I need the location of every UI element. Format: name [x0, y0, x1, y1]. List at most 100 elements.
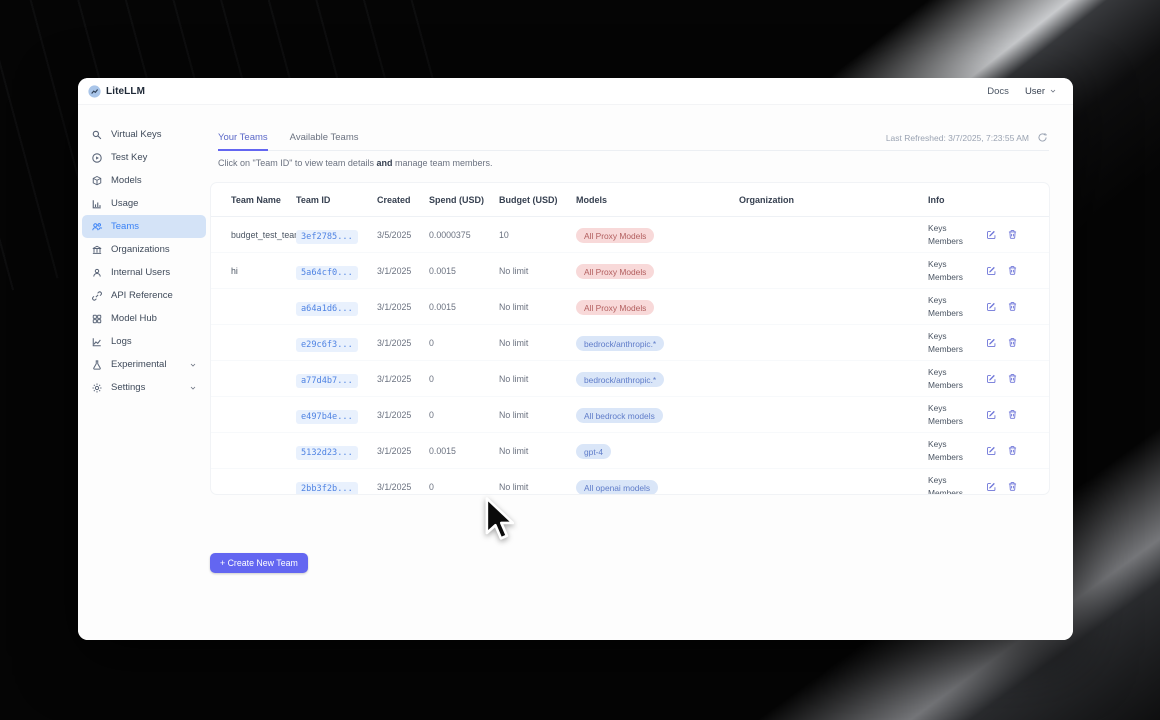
team-id-link[interactable]: e497b4e...: [296, 409, 358, 424]
docs-link[interactable]: Docs: [987, 85, 1009, 97]
info-cell: Keys Members: [928, 222, 986, 246]
info-cell: Keys Members: [928, 366, 986, 390]
spend-cell: 0: [429, 481, 434, 492]
edit-icon[interactable]: [986, 373, 997, 384]
model-badge: All openai models: [576, 480, 659, 494]
table-row: a77d4b7... 3/1/2025 0 No limit bedrock/a…: [211, 361, 1049, 397]
tab-available-teams[interactable]: Available Teams: [289, 132, 359, 143]
column-header: Created: [377, 194, 411, 205]
model-badge: bedrock/anthropic.*: [576, 336, 665, 351]
spend-cell: 0.0015: [429, 445, 456, 456]
create-new-team-button[interactable]: + Create New Team: [210, 553, 308, 573]
team-id-link[interactable]: e29c6f3...: [296, 337, 358, 352]
models-cell: bedrock/anthropic.*: [576, 370, 739, 388]
spend-cell: 0: [429, 337, 434, 348]
gear-icon: [91, 382, 103, 394]
sidebar-item-teams[interactable]: Teams: [82, 215, 206, 238]
column-header: Spend (USD): [429, 194, 484, 205]
team-id-link[interactable]: 2bb3f2b...: [296, 481, 358, 494]
spend-cell: 0: [429, 409, 434, 420]
teams-table-card: Team Name Team ID Created Spend (USD) Bu…: [210, 182, 1050, 495]
team-id-cell: a77d4b7...: [296, 370, 377, 388]
delete-icon[interactable]: [1007, 229, 1018, 240]
refresh-icon[interactable]: [1036, 131, 1049, 144]
sidebar-item-model-hub[interactable]: Model Hub: [82, 307, 206, 330]
sidebar-item-internal-users[interactable]: Internal Users: [82, 261, 206, 284]
model-badge: All Proxy Models: [576, 228, 655, 243]
sidebar-item-label: Teams: [111, 221, 139, 232]
keys-label: Keys: [928, 223, 947, 234]
table-header-row: Team Name Team ID Created Spend (USD) Bu…: [211, 183, 1049, 217]
sidebar-item-models[interactable]: Models: [82, 169, 206, 192]
created-cell: 3/1/2025: [377, 373, 412, 384]
bar-chart-icon: [91, 198, 103, 210]
sidebar-item-settings[interactable]: Settings: [82, 376, 206, 399]
members-label: Members: [928, 487, 963, 495]
page-subtitle: Click on "Team ID" to view team details …: [218, 158, 1073, 168]
created-cell: 3/1/2025: [377, 301, 412, 312]
edit-icon[interactable]: [986, 301, 997, 312]
edit-icon[interactable]: [986, 265, 997, 276]
edit-icon[interactable]: [986, 481, 997, 492]
delete-icon[interactable]: [1007, 301, 1018, 312]
info-cell: Keys Members: [928, 330, 986, 354]
sidebar: Virtual Keys Test Key Models Usage Teams…: [78, 105, 210, 640]
delete-icon[interactable]: [1007, 373, 1018, 384]
column-header: Budget (USD): [499, 194, 558, 205]
delete-icon[interactable]: [1007, 337, 1018, 348]
team-id-cell: 2bb3f2b...: [296, 478, 377, 494]
budget-cell: 10: [499, 229, 509, 240]
members-label: Members: [928, 307, 963, 318]
subtitle-bold: and: [376, 158, 393, 168]
edit-icon[interactable]: [986, 337, 997, 348]
sidebar-item-label: API Reference: [111, 290, 173, 301]
team-id-link[interactable]: 5132d23...: [296, 445, 358, 460]
budget-cell: No limit: [499, 481, 529, 492]
team-id-link[interactable]: 3ef2785...: [296, 229, 358, 244]
team-id-link[interactable]: a64a1d6...: [296, 301, 358, 316]
sidebar-item-label: Internal Users: [111, 267, 171, 278]
model-badge: All bedrock models: [576, 408, 663, 423]
team-name-cell: budget_test_team: [231, 229, 302, 240]
user-menu[interactable]: User: [1025, 86, 1057, 97]
spend-cell: 0: [429, 373, 434, 384]
sidebar-item-api-reference[interactable]: API Reference: [82, 284, 206, 307]
team-id-link[interactable]: a77d4b7...: [296, 373, 358, 388]
delete-icon[interactable]: [1007, 409, 1018, 420]
sidebar-item-label: Organizations: [111, 244, 170, 255]
budget-cell: No limit: [499, 301, 529, 312]
budget-cell: No limit: [499, 373, 529, 384]
created-cell: 3/1/2025: [377, 265, 412, 276]
sidebar-item-usage[interactable]: Usage: [82, 192, 206, 215]
team-id-link[interactable]: 5a64cf0...: [296, 265, 358, 280]
grid-icon: [91, 313, 103, 325]
delete-icon[interactable]: [1007, 265, 1018, 276]
column-header: Models: [576, 194, 608, 205]
keys-label: Keys: [928, 403, 947, 414]
team-id-cell: a64a1d6...: [296, 298, 377, 316]
sidebar-item-virtual-keys[interactable]: Virtual Keys: [82, 123, 206, 146]
sidebar-item-logs[interactable]: Logs: [82, 330, 206, 353]
delete-icon[interactable]: [1007, 481, 1018, 492]
app-header: LiteLLM Docs User: [78, 78, 1073, 105]
created-cell: 3/5/2025: [377, 229, 412, 240]
edit-icon[interactable]: [986, 229, 997, 240]
model-badge: All Proxy Models: [576, 264, 655, 279]
cube-icon: [91, 175, 103, 187]
sidebar-item-label: Usage: [111, 198, 139, 209]
sidebar-item-experimental[interactable]: Experimental: [82, 353, 206, 376]
members-label: Members: [928, 379, 963, 390]
delete-icon[interactable]: [1007, 445, 1018, 456]
table-row: hi 5a64cf0... 3/1/2025 0.0015 No limit A…: [211, 253, 1049, 289]
actions-cell: [986, 265, 1049, 276]
edit-icon[interactable]: [986, 445, 997, 456]
chevron-down-icon: [1049, 87, 1057, 95]
tab-your-teams[interactable]: Your Teams: [218, 132, 268, 151]
subtitle-text: Click on "Team ID" to view team details: [218, 158, 377, 168]
models-cell: gpt-4: [576, 442, 739, 460]
sidebar-item-test-key[interactable]: Test Key: [82, 146, 206, 169]
column-header: Team ID: [296, 194, 331, 205]
sidebar-item-organizations[interactable]: Organizations: [82, 238, 206, 261]
edit-icon[interactable]: [986, 409, 997, 420]
spend-cell: 0.0015: [429, 301, 456, 312]
